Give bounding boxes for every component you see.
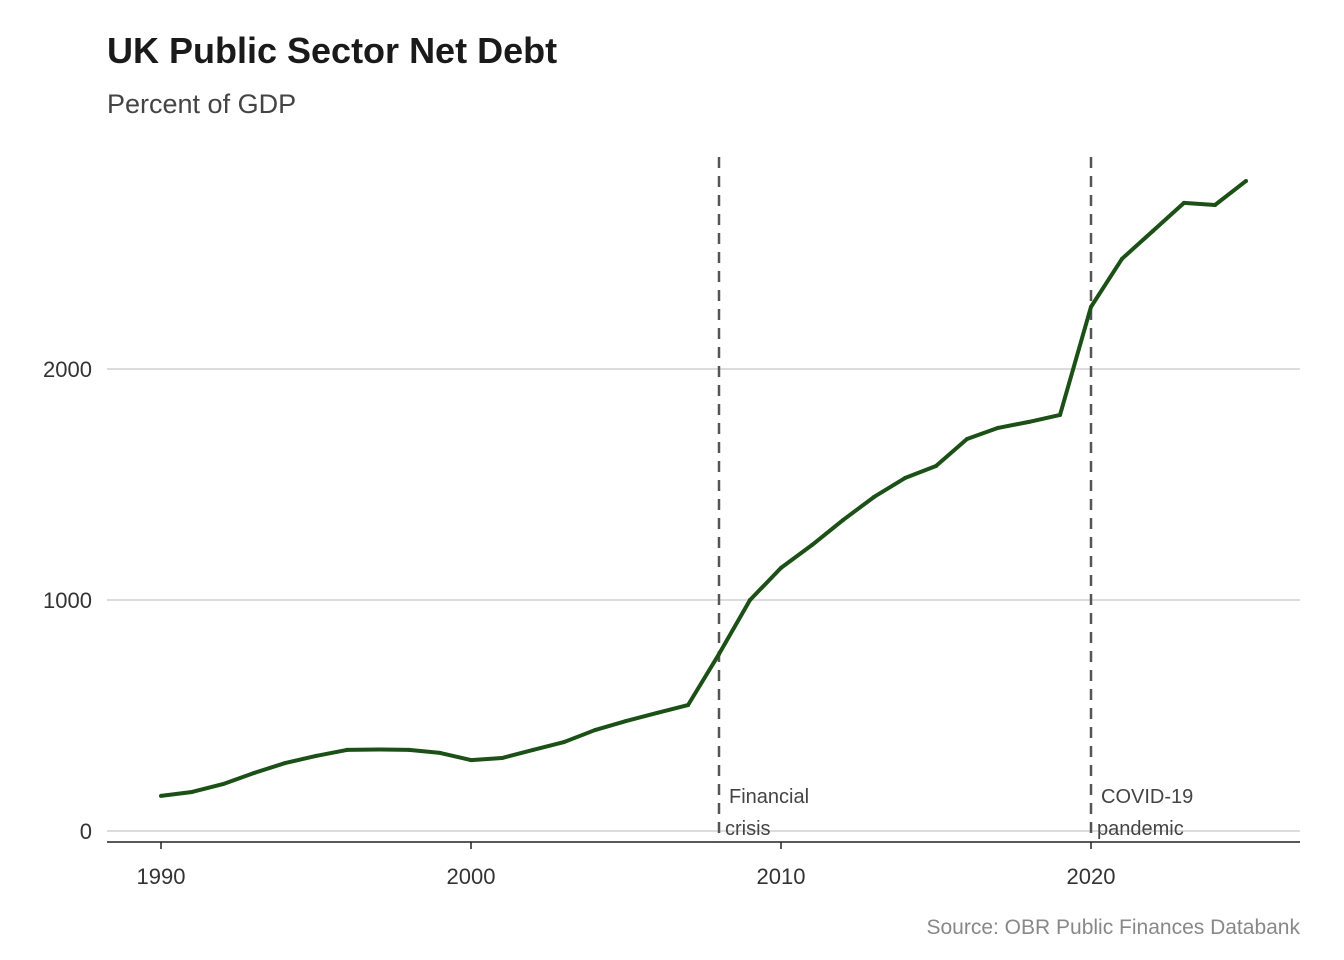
data-point — [407, 747, 411, 752]
data-point — [252, 771, 256, 776]
series-line — [160, 179, 1248, 798]
data-point — [903, 476, 907, 481]
x-tick-label: 2020 — [1067, 864, 1116, 889]
chart-source: Source: OBR Public Finances Databank — [926, 916, 1300, 939]
data-point — [531, 747, 535, 752]
data-point — [810, 543, 814, 548]
data-point — [934, 464, 938, 469]
data-point — [438, 750, 442, 755]
data-point — [686, 703, 690, 708]
data-point — [1151, 228, 1155, 233]
x-tick-label: 1990 — [137, 864, 186, 889]
chart-title: UK Public Sector Net Debt — [107, 30, 558, 71]
chart-subtitle: Percent of GDP — [107, 89, 297, 119]
data-point — [283, 761, 287, 766]
data-point — [500, 756, 504, 761]
event-label: crisis — [725, 818, 771, 840]
y-tick-label: 1000 — [43, 588, 92, 613]
data-point — [1058, 412, 1062, 417]
y-tick-label: 2000 — [43, 357, 92, 382]
data-point — [779, 565, 783, 570]
data-point — [314, 753, 318, 758]
data-point — [1244, 178, 1248, 183]
data-point — [221, 782, 225, 787]
data-point — [624, 719, 628, 724]
y-tick-label: 0 — [80, 819, 92, 844]
data-point — [159, 793, 163, 798]
data-point — [965, 436, 969, 441]
data-point — [996, 425, 1000, 430]
data-point — [1027, 419, 1031, 424]
data-point — [717, 652, 721, 657]
data-point — [1120, 256, 1124, 261]
data-point — [345, 747, 349, 752]
data-point — [841, 518, 845, 523]
data-point — [872, 494, 876, 499]
event-label: COVID-19 — [1101, 786, 1193, 808]
data-point — [1089, 304, 1093, 309]
x-tick-label: 2000 — [447, 864, 496, 889]
data-point — [1182, 200, 1186, 205]
data-point — [1213, 202, 1217, 207]
data-point — [562, 740, 566, 745]
data-point — [748, 598, 752, 602]
x-tick-label: 2010 — [757, 864, 806, 889]
data-point — [190, 789, 194, 794]
event-label: pandemic — [1097, 818, 1184, 840]
data-point — [593, 728, 597, 733]
data-point — [376, 747, 380, 752]
event-label: Financial — [729, 786, 809, 808]
data-point — [469, 758, 473, 763]
data-point — [655, 710, 659, 715]
